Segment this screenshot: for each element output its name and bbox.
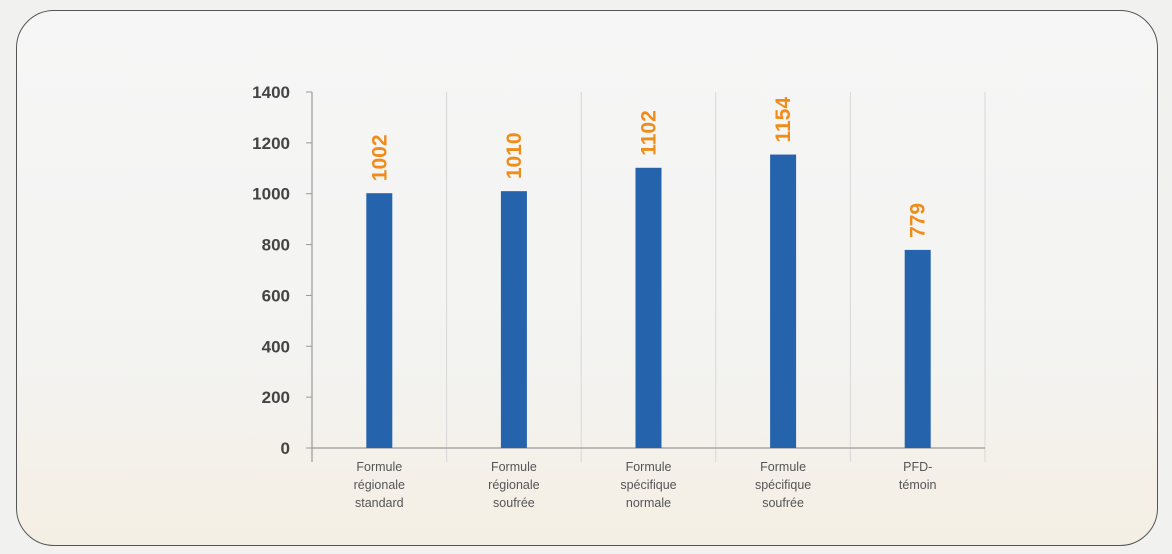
- y-tick-label: 800: [262, 236, 290, 255]
- y-tick-label: 1400: [252, 83, 290, 102]
- x-tick-label: Formule: [356, 460, 402, 474]
- bars: [366, 154, 931, 448]
- y-tick-label: 0: [281, 439, 290, 458]
- bar: [500, 191, 527, 448]
- x-axis-tick-labels: Formule régionale standard Formule régionale…: [354, 460, 937, 510]
- x-tick-label: soufrée: [493, 496, 535, 510]
- x-tick-label: Formule: [491, 460, 537, 474]
- bar: [366, 193, 393, 448]
- x-tick-label: PFD-: [903, 460, 932, 474]
- y-axis: 0 200 400 600 800 1000 1200 1400: [252, 83, 985, 458]
- chart-panel: [16, 10, 1158, 546]
- x-tick-label: normale: [626, 496, 671, 510]
- y-tick-label: 600: [262, 286, 290, 305]
- x-tick-label: régionale: [354, 478, 405, 492]
- category-separators: [311, 92, 986, 462]
- x-tick-label: soufrée: [762, 496, 804, 510]
- data-label: 1010: [503, 132, 526, 179]
- y-tick-label: 1000: [252, 185, 290, 204]
- x-tick-label: Formule: [760, 460, 806, 474]
- data-label: 779: [907, 203, 930, 238]
- bar: [635, 167, 662, 448]
- data-labels: 1002 1010 1102 1154 779: [368, 97, 929, 238]
- y-tick-label: 400: [262, 337, 290, 356]
- data-label: 1102: [638, 110, 661, 156]
- bar: [904, 249, 931, 448]
- data-label: 1002: [368, 134, 391, 181]
- y-tick-label: 200: [262, 388, 290, 407]
- x-tick-label: standard: [355, 496, 404, 510]
- bar: [770, 154, 797, 448]
- x-tick-label: témoin: [899, 478, 937, 492]
- y-tick-label: 1200: [252, 134, 290, 153]
- x-tick-label: régionale: [488, 478, 539, 492]
- x-tick-label: Formule: [626, 460, 672, 474]
- x-tick-label: spécifique: [755, 478, 811, 492]
- x-tick-label: spécifique: [620, 478, 676, 492]
- data-label: 1154: [772, 97, 795, 143]
